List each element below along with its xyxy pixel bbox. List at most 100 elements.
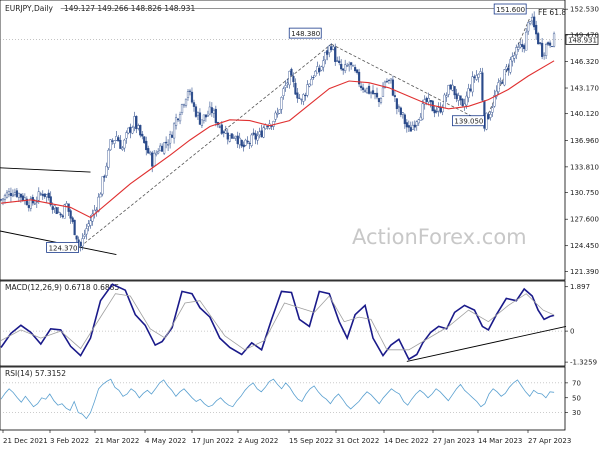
candle-body	[294, 82, 297, 95]
price-tick-label: 149.470	[570, 31, 599, 39]
rsi-tick-label: 70	[572, 379, 581, 387]
annotation-label: 151.600	[496, 6, 525, 14]
candle-body	[481, 72, 484, 101]
candle-body	[15, 190, 19, 197]
moving-average-line	[0, 60, 555, 219]
candle-body	[254, 133, 257, 140]
rsi-tick-label: 50	[572, 394, 581, 402]
rsi-panel: RSI(14) 57.3152	[0, 366, 566, 431]
price-panel: ActionForex.com EURJPY,Daily 149.127 149…	[0, 0, 599, 281]
candle-body	[543, 53, 546, 56]
candle-body	[356, 69, 359, 73]
candle-body	[103, 175, 106, 178]
candle-body	[342, 68, 345, 71]
candles	[0, 11, 556, 252]
candle-body	[292, 76, 295, 83]
candle-body	[282, 88, 285, 97]
macd-signal-line	[0, 293, 555, 351]
candle-body	[521, 44, 524, 47]
candle-body	[449, 84, 452, 90]
candle-body	[385, 81, 389, 83]
candle-body	[475, 75, 478, 80]
candle-body	[43, 193, 46, 197]
candle-body	[401, 112, 404, 115]
candle-body	[499, 80, 502, 82]
candle-body	[228, 135, 231, 142]
candle-body	[59, 213, 62, 216]
x-tick-label: 14 Mar 2023	[478, 437, 522, 445]
candle-body	[336, 60, 339, 62]
candle-body	[47, 192, 50, 199]
candle-body	[1, 198, 5, 201]
annotation-label: 139.050	[454, 118, 483, 126]
candle-body	[548, 42, 552, 46]
candle-body	[194, 106, 198, 117]
candle-body	[61, 215, 64, 217]
candle-body	[300, 99, 303, 101]
annotation-label: 148.380	[291, 30, 320, 38]
price-tick-label: 136.960	[570, 137, 599, 145]
candle-body	[135, 115, 138, 130]
candle-body	[246, 140, 249, 143]
candle-body	[184, 98, 188, 106]
candle-body	[451, 84, 454, 91]
candle-body	[479, 71, 482, 74]
candle-body	[9, 193, 13, 196]
candle-body	[137, 125, 140, 129]
candle-body	[326, 50, 329, 55]
candle-body	[87, 223, 90, 227]
candle-body	[7, 191, 11, 195]
candle-body	[407, 125, 410, 128]
candle-body	[487, 114, 490, 120]
candle-body	[411, 125, 414, 130]
rsi-title: RSI(14) 57.3152	[5, 369, 66, 378]
chart-watermark: ActionForex.com	[352, 225, 527, 249]
candle-body	[435, 111, 438, 113]
candle-body	[352, 65, 355, 67]
candle-body	[473, 76, 476, 79]
candle-body	[200, 119, 204, 126]
candle-body	[511, 56, 514, 62]
macd-tick-label: 1.897	[570, 283, 590, 291]
candle-body	[57, 211, 60, 213]
candle-body	[252, 132, 255, 135]
candle-body	[180, 104, 184, 113]
candle-body	[167, 144, 170, 146]
candle-body	[539, 42, 542, 44]
x-tick-label: 3 Feb 2022	[50, 437, 89, 445]
candle-body	[186, 91, 190, 98]
candle-body	[121, 147, 124, 150]
candle-body	[519, 44, 522, 48]
candle-body	[157, 151, 160, 154]
candle-body	[226, 132, 229, 140]
macd-tick-label: -1.3259	[570, 359, 597, 367]
x-tick-label: 14 Dec 2022	[384, 437, 429, 445]
x-tick-label: 2 Aug 2022	[238, 437, 278, 445]
candle-body	[513, 55, 516, 59]
candle-body	[497, 82, 500, 92]
candle-body	[139, 125, 142, 136]
candle-body	[445, 95, 448, 98]
macd-tick-label: 0	[570, 328, 574, 336]
candle-body	[505, 66, 508, 70]
candle-body	[457, 95, 460, 101]
candle-body	[314, 71, 317, 77]
candle-body	[328, 45, 331, 53]
symbol-label: EURJPY,Daily	[5, 4, 54, 13]
candle-body	[17, 193, 21, 198]
last-price-label: 148.931	[568, 36, 597, 44]
candle-body	[174, 117, 178, 126]
candle-body	[495, 90, 498, 97]
candle-body	[190, 91, 194, 103]
candle-body	[413, 124, 416, 128]
candle-body	[288, 70, 291, 86]
rsi-line	[0, 378, 555, 420]
candle-body	[403, 114, 406, 125]
candle-body	[467, 88, 470, 98]
candle-body	[19, 193, 22, 198]
candle-body	[49, 196, 52, 206]
candle-body	[208, 106, 211, 115]
candle-body	[357, 71, 361, 85]
candle-body	[340, 63, 343, 70]
candle-body	[552, 33, 556, 47]
